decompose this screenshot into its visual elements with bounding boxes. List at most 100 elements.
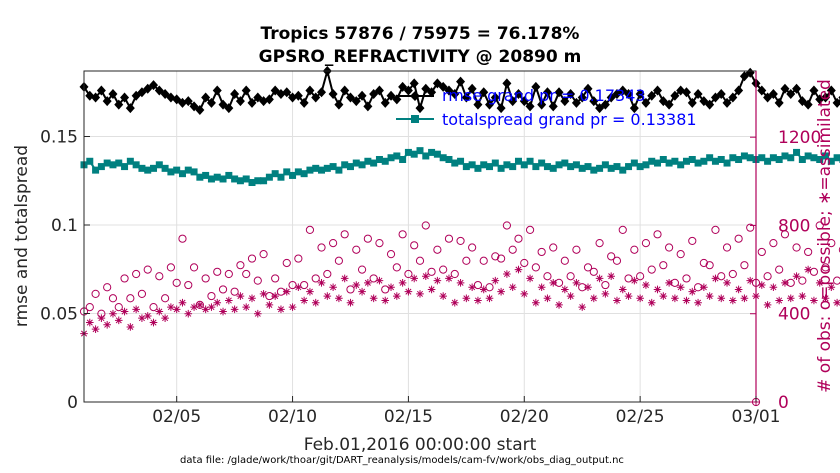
obs-possible-point <box>838 246 840 253</box>
obs-assimilated-point <box>201 305 210 314</box>
totalspread-point <box>682 157 690 165</box>
totalspread-point <box>457 157 465 165</box>
obs-assimilated-point <box>833 298 840 307</box>
rmse-point <box>206 97 216 108</box>
totalspread-point <box>827 157 835 165</box>
rmse-point <box>508 96 518 107</box>
obs-assimilated-point <box>653 285 662 294</box>
totalspread-point <box>764 157 772 165</box>
obs-possible-point <box>114 303 123 312</box>
obs-possible-point <box>780 230 790 239</box>
obs-possible-point <box>184 280 193 290</box>
obs-assimilated-point <box>723 279 731 287</box>
obs-possible-point <box>653 230 662 239</box>
rmse-point <box>91 92 101 103</box>
rmse-point <box>461 92 471 103</box>
obs-possible-point <box>601 280 610 290</box>
totalspread-point <box>740 152 748 160</box>
obs-possible-point <box>775 265 784 274</box>
rmse-point <box>792 83 802 94</box>
totalspread-point <box>335 166 343 174</box>
totalspread-point <box>445 156 453 164</box>
totalspread-point <box>144 166 152 174</box>
rmse-point <box>380 97 390 108</box>
totalspread-point <box>549 164 557 172</box>
totalspread-point <box>601 161 609 169</box>
rmse-point <box>774 97 784 108</box>
obs-assimilated-point <box>306 287 314 296</box>
obs-assimilated-point <box>282 287 291 296</box>
chart-subtitle: GPSRO_REFRACTIVITY @ 20890 m <box>259 47 582 67</box>
totalspread-point <box>607 164 615 172</box>
legend-spread-marker <box>411 115 419 123</box>
rmse-point <box>403 85 413 96</box>
obs-assimilated-point <box>184 309 193 318</box>
obs-possible-point <box>404 269 413 279</box>
obs-assimilated-point <box>827 283 836 292</box>
obs-possible-point <box>479 256 488 265</box>
totalspread-point <box>497 164 505 172</box>
obs-assimilated-point <box>253 309 262 318</box>
obs-assimilated-point <box>618 285 627 294</box>
rmse-point <box>653 85 663 96</box>
rmse-point <box>629 103 639 114</box>
obs-possible-point <box>149 303 158 312</box>
totalspread-point <box>769 154 777 162</box>
rmse-point <box>149 80 159 91</box>
totalspread-point <box>352 159 360 167</box>
obs-possible-point <box>728 269 737 279</box>
rmse-point <box>589 96 599 107</box>
totalspread-point <box>555 161 563 169</box>
y-tick-label-left: 0.05 <box>40 304 78 324</box>
rmse-point <box>542 87 552 98</box>
obs-assimilated-point <box>236 292 245 300</box>
rmse-point <box>467 83 477 94</box>
y-tick-label-right: 1200 <box>778 128 821 148</box>
obs-possible-point <box>572 245 581 254</box>
obs-assimilated-point <box>225 296 233 305</box>
obs-possible-point <box>444 234 454 243</box>
totalspread-point <box>196 173 204 181</box>
obs-assimilated-point <box>549 279 558 287</box>
obs-possible-point <box>421 221 430 230</box>
chart-marks <box>79 66 840 407</box>
totalspread-point <box>468 161 476 169</box>
totalspread-point <box>184 166 192 174</box>
totalspread-point <box>428 148 436 156</box>
obs-assimilated-point <box>109 309 117 318</box>
obs-assimilated-point <box>734 285 743 294</box>
obs-assimilated-point <box>450 298 459 307</box>
obs-possible-point <box>531 263 540 272</box>
obs-assimilated-point <box>178 298 187 307</box>
rmse-point <box>537 99 547 110</box>
obs-assimilated-point <box>462 294 471 303</box>
obs-assimilated-point <box>798 292 807 300</box>
obs-assimilated-point <box>433 276 442 285</box>
obs-possible-point <box>618 225 627 234</box>
obs-assimilated-point <box>85 318 94 327</box>
obs-possible-point <box>508 245 517 254</box>
obs-assimilated-point <box>520 290 529 298</box>
totalspread-point <box>323 164 331 172</box>
rmse-point <box>450 89 460 100</box>
totalspread-point <box>688 156 696 164</box>
obs-assimilated-point <box>705 292 714 300</box>
obs-assimilated-point <box>532 298 540 307</box>
x-tick-label: 02/25 <box>616 407 665 427</box>
obs-possible-point <box>415 256 425 265</box>
totalspread-point <box>289 171 297 179</box>
obs-possible-point <box>462 256 471 265</box>
obs-assimilated-point <box>624 292 633 300</box>
obs-possible-point <box>242 269 251 279</box>
totalspread-point <box>92 166 100 174</box>
obs-possible-point <box>155 272 164 281</box>
rmse-point <box>728 92 738 103</box>
rmse-point <box>427 87 437 98</box>
obs-assimilated-point <box>358 287 366 296</box>
obs-possible-point <box>537 247 546 257</box>
totalspread-point <box>190 168 198 176</box>
totalspread-point <box>486 163 494 171</box>
obs-assimilated-point <box>468 283 476 292</box>
totalspread-point <box>207 175 215 183</box>
